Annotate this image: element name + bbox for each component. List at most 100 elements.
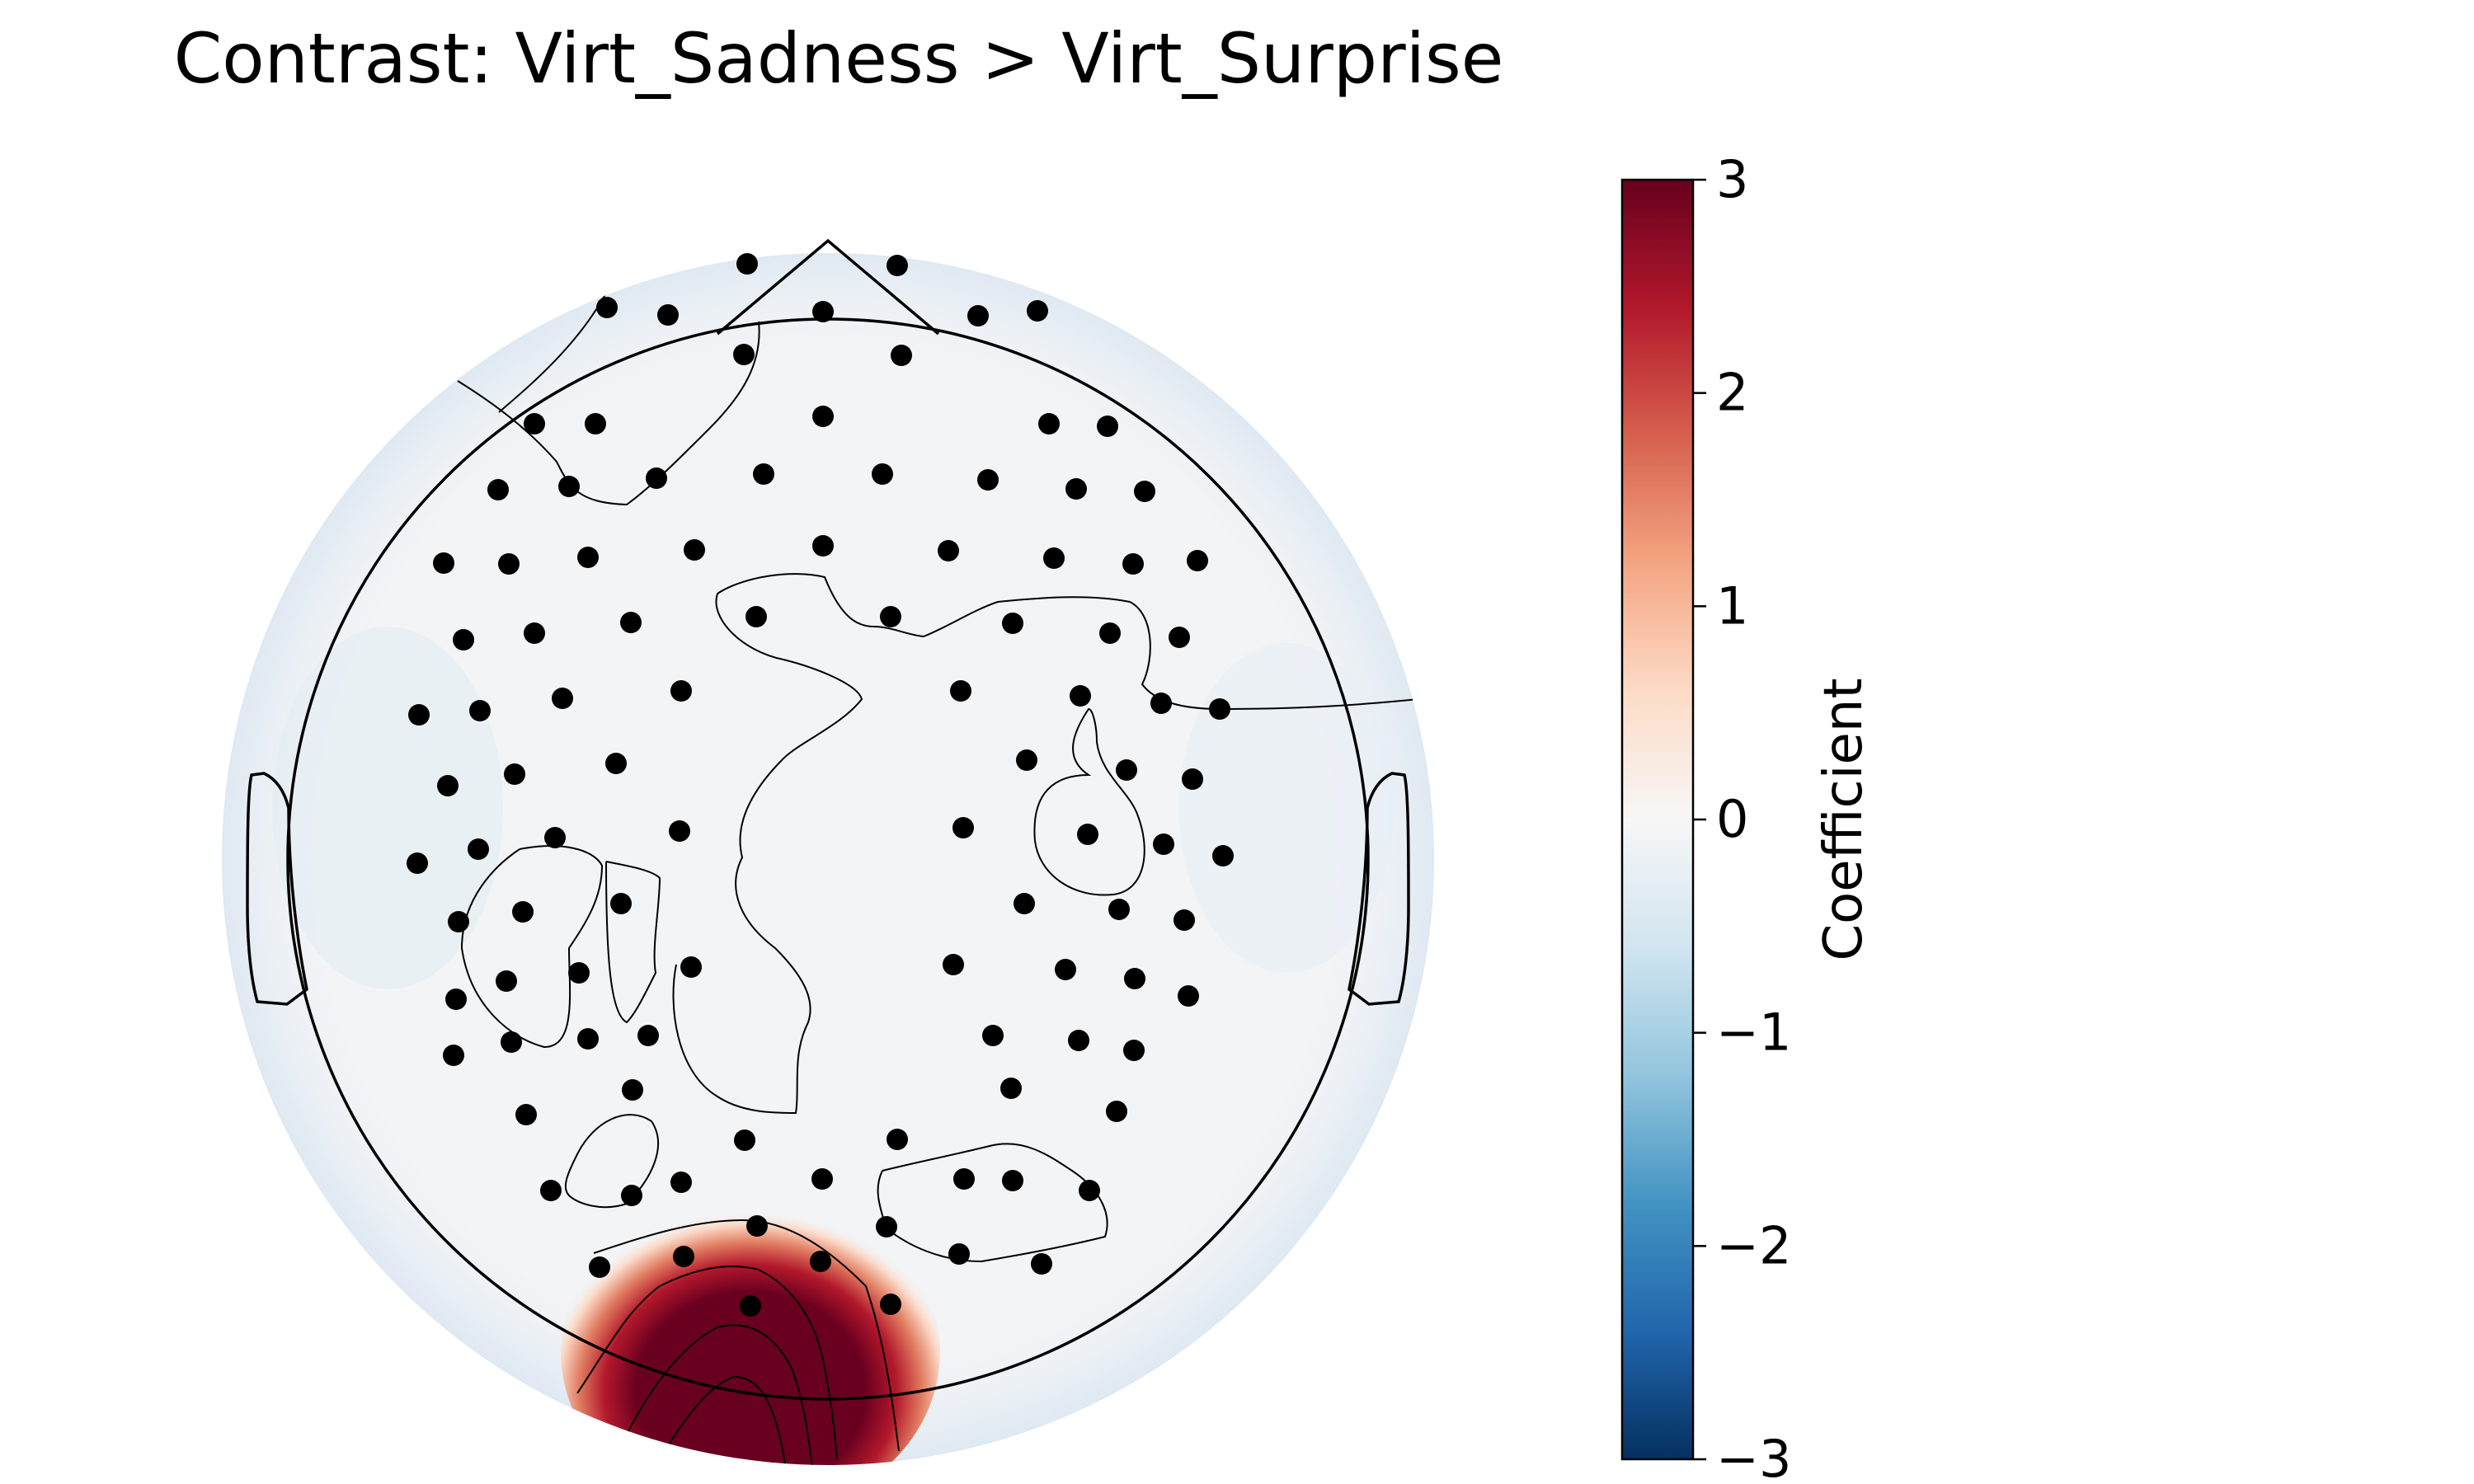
sensor-marker [501, 1031, 522, 1053]
sensor-marker [646, 467, 667, 489]
sensor-marker [684, 539, 705, 561]
sensor-marker [1079, 1180, 1100, 1201]
sensor-marker [622, 1079, 643, 1101]
sensor-marker [408, 704, 430, 726]
sensor-marker [1122, 553, 1144, 575]
sensor-marker [982, 1025, 1004, 1046]
sensor-marker [605, 753, 627, 774]
sensor-marker [487, 479, 509, 500]
left-ear-outline [246, 772, 308, 1006]
sensor-marker [1002, 1170, 1023, 1191]
sensor-marker [1124, 968, 1145, 989]
sensor-marker [1038, 413, 1060, 434]
sensor-marker [1055, 959, 1076, 980]
sensor-marker [524, 413, 545, 434]
sensor-marker [1123, 1040, 1145, 1061]
sensor-marker [496, 970, 517, 992]
right-ear-outline [1348, 772, 1410, 1006]
sensor-marker [938, 540, 959, 561]
sensor-marker [544, 827, 566, 848]
sensor-marker [621, 1185, 642, 1206]
sensor-marker [1108, 899, 1130, 920]
sensor-marker [568, 962, 590, 984]
sensor-marker [433, 552, 454, 574]
sensor-marker [498, 553, 520, 575]
sensor-marker [670, 680, 692, 702]
sensor-marker [1031, 1253, 1052, 1275]
sensor-marker [943, 954, 964, 975]
sensor-marker [468, 838, 489, 860]
sensor-marker [891, 345, 912, 366]
sensor-marker [407, 852, 428, 874]
sensor-marker [811, 1168, 833, 1190]
sensor-marker [1174, 909, 1195, 931]
colorbar-label: Coefficient [1813, 678, 1874, 960]
sensor-marker [1187, 550, 1208, 571]
sensor-marker [589, 1256, 610, 1278]
sensor-marker [952, 817, 974, 838]
sensor-marker [1169, 627, 1190, 648]
sensor-marker [448, 911, 469, 932]
sensor-marker [558, 476, 580, 497]
light-blue-region-right [1179, 643, 1394, 973]
sensor-marker [812, 406, 834, 427]
sensor-marker [950, 680, 971, 702]
colorbar-tick-label: 3 [1716, 149, 1748, 209]
sensor-marker [953, 1168, 975, 1190]
sensor-marker [673, 1246, 694, 1267]
colorbar-ticks: 3 2 1 0 −1 −2 −3 [1693, 149, 1791, 1484]
sensor-marker [670, 1172, 692, 1193]
sensor-marker [680, 956, 702, 978]
sensor-marker [1153, 834, 1174, 855]
colorbar-tick-label: −1 [1716, 1003, 1791, 1063]
sensor-marker [967, 305, 989, 326]
sensor-marker [453, 629, 474, 650]
sensor-marker [1209, 698, 1230, 720]
sensor-marker [1014, 893, 1035, 914]
colorbar-tick-label: 2 [1716, 363, 1748, 423]
sensor-marker [1002, 613, 1023, 634]
sensor-marker [887, 1129, 908, 1150]
sensor-marker [876, 1216, 897, 1237]
sensor-marker [812, 301, 834, 322]
sensor-marker [620, 612, 642, 633]
colorbar-gradient [1620, 178, 1695, 1461]
sensor-marker [977, 469, 999, 491]
sensor-marker [1077, 824, 1098, 845]
colorbar: 3 2 1 0 −1 −2 −3 Coefficient [1620, 149, 1874, 1484]
sensor-marker [733, 344, 755, 365]
sensor-marker [637, 1025, 659, 1046]
sensor-marker [1182, 768, 1203, 790]
sensor-marker [1065, 478, 1087, 500]
sensor-marker [746, 1215, 768, 1237]
sensor-marker [1116, 759, 1137, 781]
colorbar-tick-label: 0 [1716, 789, 1748, 849]
sensor-marker [1043, 547, 1065, 569]
sensor-marker [1000, 1078, 1022, 1099]
sensor-marker [577, 547, 599, 568]
sensor-marker [552, 688, 573, 709]
sensor-marker [610, 893, 632, 914]
sensor-marker [734, 1129, 755, 1151]
sensor-marker [437, 775, 459, 796]
colorbar-tick-label: 1 [1716, 575, 1748, 636]
sensor-marker [880, 606, 901, 627]
sensor-marker [1212, 845, 1234, 866]
sensor-marker [469, 700, 491, 721]
chart-title: Contrast: Virt_Sadness > Virt_Surprise [174, 18, 1504, 99]
sensor-marker [657, 304, 679, 326]
sensor-marker [1106, 1101, 1127, 1122]
colorbar-tick-label: −2 [1716, 1215, 1791, 1275]
sensor-marker [736, 253, 758, 275]
sensor-marker [512, 901, 534, 923]
sensor-marker [515, 1104, 537, 1125]
sensor-marker [887, 255, 908, 276]
sensor-marker [445, 989, 467, 1010]
sensor-marker [504, 763, 525, 785]
sensor-marker [812, 535, 834, 556]
sensor-marker [1178, 985, 1199, 1007]
topomap [222, 238, 1434, 1465]
sensor-marker [1097, 416, 1118, 437]
sensor-marker [810, 1251, 831, 1272]
